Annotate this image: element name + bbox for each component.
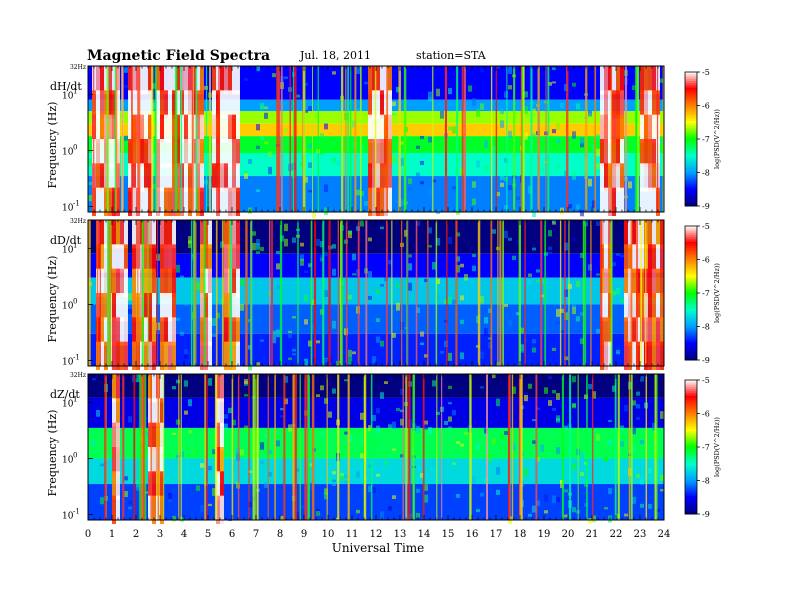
colorbar-tick-label: -8	[702, 169, 710, 178]
colorbar-tick-label: -8	[702, 477, 710, 486]
x-tick-label: 9	[301, 529, 307, 540]
y-tick-label: 10	[62, 358, 74, 368]
x-tick-label: 4	[181, 529, 187, 540]
colorbar-tick-label: -5	[702, 68, 710, 77]
x-axis-label: Universal Time	[332, 541, 425, 555]
x-tick-label: 7	[253, 529, 259, 540]
chart-title: Magnetic Field Spectra	[87, 48, 270, 64]
panel-label: dD/dt	[50, 234, 82, 247]
y-tick-exponent: 0	[73, 297, 77, 305]
y-tick-label: 10	[62, 512, 74, 522]
y-tick-label: 10	[62, 301, 74, 311]
y-tick-exponent: -1	[73, 200, 80, 208]
y-top-label: 32Hz	[70, 218, 86, 225]
colorbar-label: log(PSD(V^2/Hz))	[713, 417, 721, 477]
y-tick-exponent: 0	[73, 143, 77, 151]
x-tick-label: 13	[394, 529, 407, 540]
colorbar-tick-label: -7	[702, 135, 710, 144]
x-tick-label: 15	[442, 529, 455, 540]
x-tick-label: 0	[85, 529, 91, 540]
y-tick-label: 10	[62, 204, 74, 214]
y-tick-exponent: 1	[73, 87, 77, 95]
x-tick-label: 21	[586, 529, 599, 540]
y-tick-exponent: 1	[73, 395, 77, 403]
colorbar-label: log(PSD(V^2/Hz))	[713, 263, 721, 323]
colorbar-tick-label: -9	[702, 356, 710, 365]
x-tick-label: 2	[133, 529, 139, 540]
y-tick-label: 10	[62, 91, 74, 101]
y-tick-label: 10	[62, 147, 74, 157]
x-tick-label: 14	[418, 529, 431, 540]
x-tick-label: 20	[562, 529, 575, 540]
y-axis-label: Frequency (Hz)	[46, 102, 59, 189]
y-tick-exponent: -1	[73, 354, 80, 362]
colorbar-tick-label: -6	[702, 410, 710, 419]
x-tick-label: 22	[610, 529, 623, 540]
x-tick-label: 16	[466, 529, 479, 540]
y-tick-exponent: 1	[73, 241, 77, 249]
y-tick-label: 10	[62, 399, 74, 409]
x-tick-label: 19	[538, 529, 551, 540]
x-tick-label: 3	[157, 529, 163, 540]
panel-label: dH/dt	[50, 80, 82, 93]
x-tick-label: 23	[634, 529, 647, 540]
y-tick-exponent: 0	[73, 451, 77, 459]
colorbar-tick-label: -7	[702, 289, 710, 298]
colorbar-dD-dt: -5 -6 -7 -8 -9 log(PSD(V^2/Hz))	[684, 222, 721, 365]
date-label: Jul. 18, 2011	[299, 49, 371, 62]
x-tick-label: 17	[490, 529, 503, 540]
x-tick-label: 10	[322, 529, 335, 540]
spectral-band	[88, 458, 664, 485]
x-tick-label: 1	[109, 529, 115, 540]
station-label: station=STA	[416, 49, 487, 62]
x-tick-label: 5	[205, 529, 211, 540]
panel-label: dZ/dt	[50, 388, 80, 401]
colorbar-label: log(PSD(V^2/Hz))	[713, 109, 721, 169]
x-tick-label: 11	[346, 529, 359, 540]
x-tick-label: 18	[514, 529, 527, 540]
x-tick-label: 12	[370, 529, 383, 540]
colorbar-tick-label: -5	[702, 376, 710, 385]
x-axis: 0 1 2 3 4 5 6 7 8 9 10 11 12 13 14 15 16 17 18 19 20 21 22 23 24	[85, 529, 671, 540]
colorbar-dH-dt: -5 -6 -7 -8 -9 log(PSD(V^2/Hz))	[684, 68, 721, 211]
y-tick-exponent: -1	[73, 508, 80, 516]
y-top-label: 32Hz	[70, 372, 86, 379]
colorbar-tick-label: -9	[702, 202, 710, 211]
colorbar-tick-label: -7	[702, 443, 710, 452]
colorbar-tick-label: -6	[702, 256, 710, 265]
colorbars: -5 -6 -7 -8 -9 log(PSD(V^2/Hz)) -5 -6 -7 -8 -9 log(…	[684, 68, 721, 519]
y-axis-label: Frequency (Hz)	[46, 410, 59, 497]
x-tick-label: 8	[277, 529, 283, 540]
colorbar-dZ-dt: -5 -6 -7 -8 -9 log(PSD(V^2/Hz))	[684, 376, 721, 519]
colorbar-tick-label: -8	[702, 323, 710, 332]
colorbar-tick-label: -9	[702, 510, 710, 519]
colorbar-tick-label: -6	[702, 102, 710, 111]
x-tick-label: 24	[658, 529, 671, 540]
y-tick-label: 10	[62, 245, 74, 255]
y-tick-label: 10	[62, 455, 74, 465]
x-tick-label: 6	[229, 529, 235, 540]
y-top-label: 32Hz	[70, 64, 86, 71]
y-axis-label: Frequency (Hz)	[46, 256, 59, 343]
colorbar-tick-label: -5	[702, 222, 710, 231]
